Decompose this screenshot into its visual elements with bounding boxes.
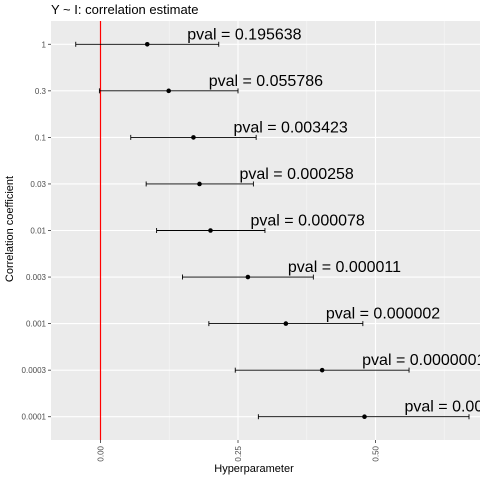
y-tick-label: 0.0001: [22, 413, 47, 422]
x-tick-label: 0.00: [97, 445, 106, 461]
pval-label: pval = 0.0000001: [362, 352, 480, 369]
estimate-point: [208, 228, 213, 233]
chart-title: Y ~ I: correlation estimate: [51, 2, 199, 17]
y-tick-label: 0.003: [26, 273, 47, 282]
y-tick-label: 0.01: [30, 227, 46, 236]
estimate-point: [320, 368, 325, 373]
pval-label: pval = 0.000258: [240, 166, 354, 183]
y-tick-label: 0.03: [30, 180, 46, 189]
estimate-point: [197, 182, 202, 187]
pval-label: pval = 0.000078: [251, 213, 365, 230]
estimate-point: [246, 275, 251, 280]
estimate-point: [284, 321, 289, 326]
y-tick-label: 0.0003: [22, 366, 47, 375]
x-axis-title: Hyperparameter: [214, 463, 294, 475]
estimate-point: [145, 42, 150, 47]
pval-label: pval = 0.00: [405, 399, 480, 416]
y-tick-label: 0.001: [26, 320, 47, 329]
y-axis-title: Correlation coefficient: [4, 176, 16, 282]
pval-label: pval = 0.000002: [326, 306, 440, 323]
pval-label: pval = 0.055786: [209, 73, 323, 90]
estimate-point: [166, 89, 171, 94]
estimate-point: [362, 414, 367, 419]
y-tick-label: 0.3: [35, 87, 47, 96]
x-tick-label: 0.50: [372, 445, 381, 461]
y-tick-label: 1: [42, 40, 47, 49]
pval-label: pval = 0.195638: [187, 26, 301, 43]
pval-label: pval = 0.003423: [233, 119, 347, 136]
y-tick-label: 0.1: [35, 133, 47, 142]
estimate-point: [191, 135, 196, 140]
pval-label: pval = 0.000011: [288, 259, 401, 276]
x-tick-label: 0.25: [234, 445, 243, 461]
